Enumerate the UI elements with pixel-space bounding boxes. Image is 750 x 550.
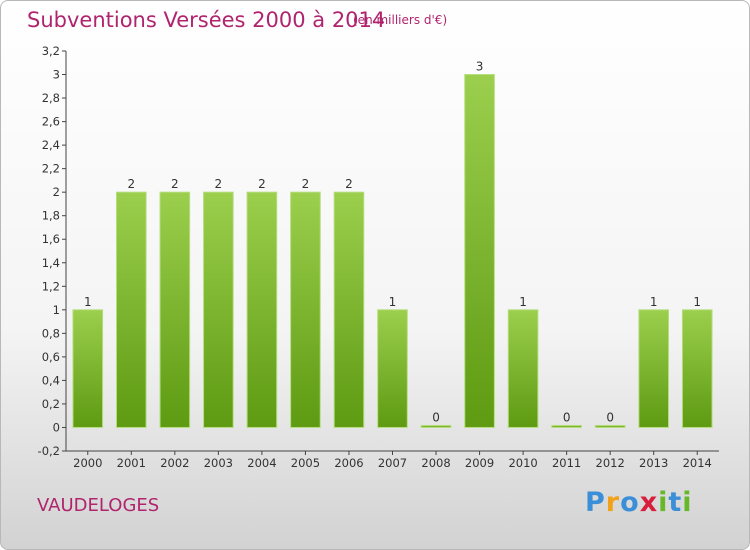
x-tick-label: 2011 [552, 456, 581, 470]
bar-value-label: 2 [171, 177, 179, 191]
x-tick-label: 2009 [465, 456, 494, 470]
bar-2005 [290, 191, 321, 428]
y-tick-label: 2 [53, 185, 60, 199]
x-tick-label: 2012 [596, 456, 625, 470]
bar-2009 [464, 74, 495, 428]
unit-label: (en milliers d'€) [353, 13, 448, 27]
x-tick-label: 2001 [117, 456, 146, 470]
bar-2008 [420, 424, 452, 428]
y-tick-label: 0,8 [42, 326, 60, 340]
bar-value-label: 2 [302, 177, 310, 191]
x-tick-label: 2013 [639, 456, 668, 470]
y-tick-label: 2,8 [42, 91, 60, 105]
bar-value-label: 0 [563, 410, 571, 424]
x-tick-label: 2006 [334, 456, 363, 470]
logo-letter: t [668, 487, 683, 518]
logo-letter: r [605, 487, 621, 518]
bar-2013 [638, 309, 670, 428]
bar-2012 [594, 424, 626, 428]
bar-2014 [681, 309, 713, 428]
x-tick-label: 2004 [247, 456, 276, 470]
bar-2000 [72, 309, 104, 428]
y-tick-label: 3,2 [42, 44, 60, 58]
y-tick-label: 0,2 [42, 397, 60, 411]
bar-value-label: 1 [84, 295, 92, 309]
bar-2006 [333, 191, 365, 428]
logo-letter: x [639, 487, 659, 518]
bar-value-label: 0 [432, 410, 440, 424]
y-tick-label: 1,4 [42, 256, 60, 270]
y-tick-label: 0 [53, 420, 60, 434]
bar-value-label: 1 [650, 295, 658, 309]
logo-letter: P [585, 487, 606, 518]
bar-2010 [507, 309, 539, 428]
logo-letter: i [658, 487, 669, 518]
bar-2002 [159, 191, 191, 428]
y-tick-label: 2,6 [42, 115, 60, 129]
x-tick-label: 2002 [160, 456, 189, 470]
x-tick-label: 2003 [204, 456, 233, 470]
bar-2004 [246, 191, 278, 428]
y-tick-label: 2,2 [42, 162, 60, 176]
bar-value-label: 0 [606, 410, 614, 424]
bar-value-label: 2 [215, 177, 223, 191]
y-tick-label: 2,4 [42, 138, 60, 152]
logo-letter: i [682, 487, 693, 518]
y-tick-label: -0,2 [38, 444, 60, 458]
logo-letter: o [620, 487, 640, 518]
y-tick-label: 1 [53, 303, 60, 317]
bar-2001 [115, 191, 147, 428]
chart-title: Subventions Versées 2000 à 2014 [27, 8, 386, 32]
bar-2007 [377, 309, 408, 428]
y-tick-label: 0,4 [42, 373, 60, 387]
bar-value-label: 1 [693, 295, 701, 309]
place-name: VAUDELOGES [37, 495, 160, 516]
bar-value-label: 3 [476, 60, 484, 74]
bar-2003 [203, 191, 234, 428]
y-tick-label: 0,6 [42, 350, 60, 364]
y-tick-label: 1,2 [42, 279, 60, 293]
y-tick-label: 1,6 [42, 232, 60, 246]
x-tick-label: 2007 [378, 456, 407, 470]
bar-value-label: 2 [345, 177, 353, 191]
bar-value-label: 2 [258, 177, 266, 191]
x-tick-label: 2008 [421, 456, 450, 470]
x-tick-label: 2010 [508, 456, 537, 470]
proxiti-logo: Proxiti [585, 487, 693, 518]
y-tick-label: 3 [53, 68, 60, 82]
bar-value-label: 1 [519, 295, 527, 309]
bar-value-label: 1 [389, 295, 397, 309]
x-tick-label: 2000 [73, 456, 102, 470]
x-tick-label: 2005 [291, 456, 320, 470]
y-tick-label: 1,8 [42, 209, 60, 223]
bar-2011 [551, 424, 582, 428]
x-tick-label: 2014 [683, 456, 712, 470]
bar-value-label: 2 [127, 177, 135, 191]
